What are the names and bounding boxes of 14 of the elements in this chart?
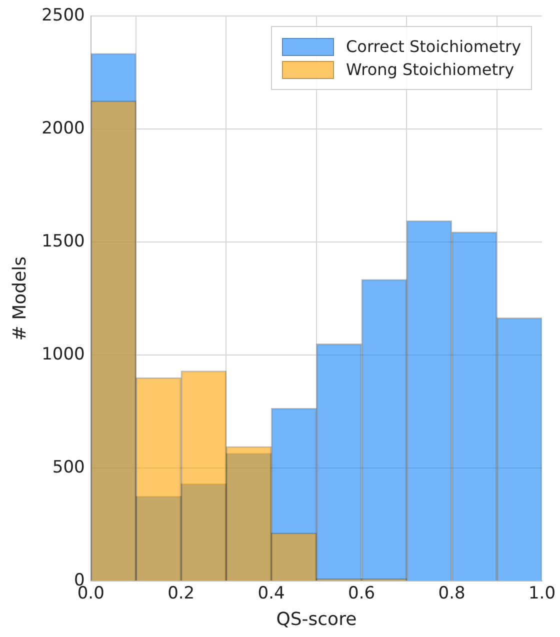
x-tick-label: 0.8: [438, 584, 466, 604]
x-tick-label: 1.0: [528, 584, 556, 604]
x-tick-label: 0.4: [258, 584, 285, 604]
y-axis-title: # Models: [9, 256, 30, 341]
y-tick-label: 1000: [42, 344, 85, 364]
y-tick-label: 2000: [42, 118, 85, 139]
x-tick-label: 0.6: [348, 584, 376, 604]
y-tick-label: 500: [52, 457, 85, 478]
legend-label: Wrong Stoichiometry: [346, 60, 514, 80]
x-tick-label: 0.2: [168, 584, 195, 604]
y-tick-label: 2500: [42, 6, 85, 26]
x-axis-title: QS-score: [276, 608, 357, 630]
y-tick-label: 1500: [42, 232, 85, 252]
legend-label: Correct Stoichiometry: [346, 37, 522, 56]
